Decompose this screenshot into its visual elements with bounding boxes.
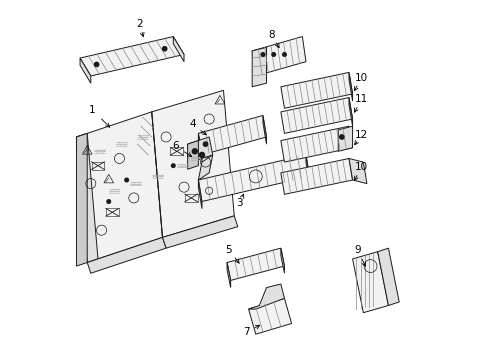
Text: 9: 9 <box>355 245 361 255</box>
Text: 6: 6 <box>172 141 178 151</box>
Circle shape <box>272 53 275 56</box>
Text: 4: 4 <box>190 120 196 129</box>
Polygon shape <box>248 298 292 334</box>
Circle shape <box>283 53 286 56</box>
Polygon shape <box>353 252 389 313</box>
Circle shape <box>163 46 167 51</box>
Polygon shape <box>378 248 399 306</box>
Polygon shape <box>252 37 306 76</box>
Polygon shape <box>227 248 285 280</box>
Polygon shape <box>349 98 353 126</box>
Polygon shape <box>281 72 353 108</box>
Circle shape <box>107 200 111 203</box>
Polygon shape <box>76 134 98 262</box>
Text: 8: 8 <box>269 30 275 40</box>
Text: 12: 12 <box>355 130 368 140</box>
Circle shape <box>261 53 265 56</box>
Circle shape <box>172 164 175 167</box>
Circle shape <box>340 135 344 139</box>
Text: 3: 3 <box>236 198 243 208</box>
Polygon shape <box>87 237 166 273</box>
Polygon shape <box>76 112 163 262</box>
Text: 2: 2 <box>136 19 143 29</box>
Polygon shape <box>188 137 213 162</box>
Polygon shape <box>281 248 285 273</box>
Polygon shape <box>152 90 234 237</box>
Polygon shape <box>80 37 184 76</box>
Polygon shape <box>173 37 184 62</box>
Text: 5: 5 <box>225 245 232 255</box>
Circle shape <box>199 152 204 157</box>
Text: 1: 1 <box>89 105 96 115</box>
Circle shape <box>203 142 208 146</box>
Circle shape <box>192 149 197 154</box>
Polygon shape <box>198 134 202 162</box>
Polygon shape <box>76 134 87 266</box>
Text: 7: 7 <box>244 327 250 337</box>
Polygon shape <box>198 180 202 209</box>
Text: 10: 10 <box>355 73 368 83</box>
Polygon shape <box>281 158 353 194</box>
Polygon shape <box>349 72 353 101</box>
Polygon shape <box>306 155 310 184</box>
Polygon shape <box>198 155 213 180</box>
Polygon shape <box>163 216 238 248</box>
Polygon shape <box>198 155 310 202</box>
Polygon shape <box>248 284 285 309</box>
Polygon shape <box>263 116 267 144</box>
Text: 10: 10 <box>355 162 368 172</box>
Text: 11: 11 <box>355 94 368 104</box>
Circle shape <box>125 178 128 182</box>
Polygon shape <box>198 116 267 155</box>
Polygon shape <box>252 47 267 87</box>
Polygon shape <box>188 140 198 169</box>
Circle shape <box>95 62 99 67</box>
Polygon shape <box>80 58 91 83</box>
Polygon shape <box>281 126 353 162</box>
Polygon shape <box>227 262 231 288</box>
Polygon shape <box>349 158 367 184</box>
Polygon shape <box>338 126 353 151</box>
Polygon shape <box>281 98 353 134</box>
